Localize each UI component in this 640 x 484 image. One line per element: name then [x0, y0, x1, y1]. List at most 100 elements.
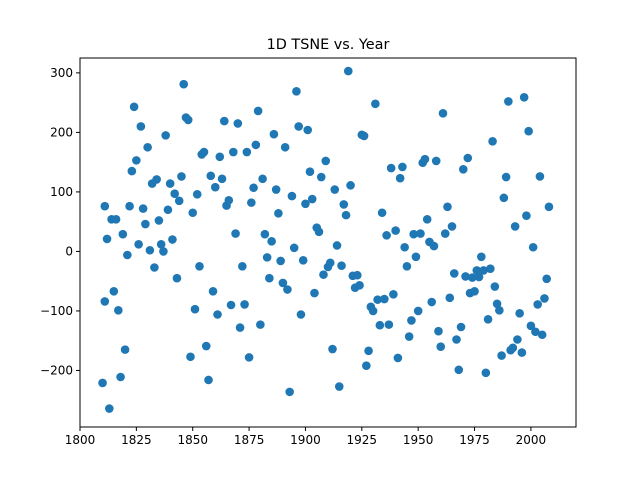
data-point: [319, 270, 328, 279]
data-point: [285, 387, 294, 397]
data-point: [359, 131, 369, 141]
data-point: [163, 205, 173, 215]
data-point: [321, 156, 331, 166]
plot-frame: [79, 57, 577, 428]
data-point: [483, 314, 493, 324]
data-point: [114, 306, 123, 315]
data-point: [407, 316, 416, 325]
data-point: [431, 156, 441, 166]
data-point: [477, 252, 486, 262]
data-point: [154, 216, 164, 225]
data-point: [513, 335, 522, 344]
data-point: [531, 327, 540, 337]
data-point: [120, 345, 130, 354]
data-point: [258, 174, 267, 184]
data-point: [364, 346, 373, 356]
data-point: [332, 241, 342, 250]
data-point: [283, 285, 292, 294]
y-tick-label: 300: [50, 66, 73, 80]
data-point: [208, 287, 218, 296]
data-point: [240, 300, 249, 309]
data-point: [206, 171, 216, 181]
data-point: [249, 183, 258, 193]
data-point: [346, 181, 355, 190]
data-point: [445, 293, 455, 303]
x-tick-label: 1850: [177, 433, 208, 447]
data-point: [213, 310, 222, 319]
data-point: [325, 258, 335, 268]
data-point: [420, 154, 430, 164]
x-tick-label: 1925: [347, 433, 378, 447]
data-point: [183, 115, 193, 125]
data-point: [526, 321, 536, 331]
data-point: [522, 211, 531, 221]
data-point: [440, 229, 450, 238]
data-point: [138, 204, 148, 213]
data-point: [452, 335, 461, 344]
data-point: [253, 106, 263, 116]
data-point: [123, 250, 132, 260]
data-point: [226, 300, 236, 310]
data-point: [150, 263, 159, 272]
data-point: [233, 119, 243, 128]
data-point: [168, 235, 177, 244]
data-point: [371, 99, 380, 109]
data-point: [339, 200, 349, 209]
data-point: [262, 253, 272, 262]
data-point: [463, 153, 473, 163]
data-point: [201, 341, 211, 351]
data-point: [195, 262, 204, 271]
data-point: [386, 163, 396, 173]
x-tick-label: 2000: [516, 433, 547, 447]
data-point: [141, 219, 150, 229]
data-point: [111, 214, 121, 224]
data-point: [443, 202, 452, 212]
data-point: [544, 202, 554, 212]
data-point: [292, 87, 301, 96]
y-tick-label: 200: [50, 125, 73, 139]
data-point: [458, 165, 468, 174]
data-point: [535, 172, 545, 181]
data-point: [393, 353, 403, 363]
data-point: [210, 182, 220, 192]
data-point: [427, 297, 437, 307]
data-point: [204, 375, 213, 385]
x-tick-label: 1975: [459, 433, 490, 447]
data-point: [449, 269, 459, 278]
data-point: [373, 295, 382, 304]
data-point: [267, 237, 276, 246]
data-point: [109, 287, 119, 296]
data-point: [247, 198, 256, 207]
data-point: [481, 368, 491, 378]
data-point: [251, 140, 261, 150]
data-point: [398, 162, 407, 172]
data-point: [472, 266, 482, 275]
x-tick-label: 1800: [65, 433, 96, 447]
data-point: [517, 348, 527, 357]
data-point: [470, 287, 479, 296]
data-point: [159, 247, 168, 256]
data-point: [416, 229, 425, 238]
data-point: [380, 294, 389, 304]
data-point: [461, 272, 470, 281]
data-point: [524, 126, 533, 136]
data-point: [488, 137, 497, 146]
data-point: [188, 208, 198, 218]
data-point: [179, 79, 189, 89]
data-point: [269, 129, 279, 139]
data-point: [134, 239, 143, 249]
data-point: [278, 278, 288, 288]
data-point: [508, 343, 518, 353]
data-point: [411, 252, 421, 262]
data-point: [260, 229, 270, 239]
data-point: [177, 172, 186, 181]
data-point: [501, 172, 511, 182]
data-point: [341, 210, 351, 220]
data-point: [434, 326, 443, 336]
data-point: [152, 175, 161, 184]
data-point: [499, 193, 509, 203]
data-point: [467, 273, 477, 282]
data-point: [165, 179, 175, 188]
data-point: [330, 185, 340, 194]
data-point: [395, 173, 405, 183]
